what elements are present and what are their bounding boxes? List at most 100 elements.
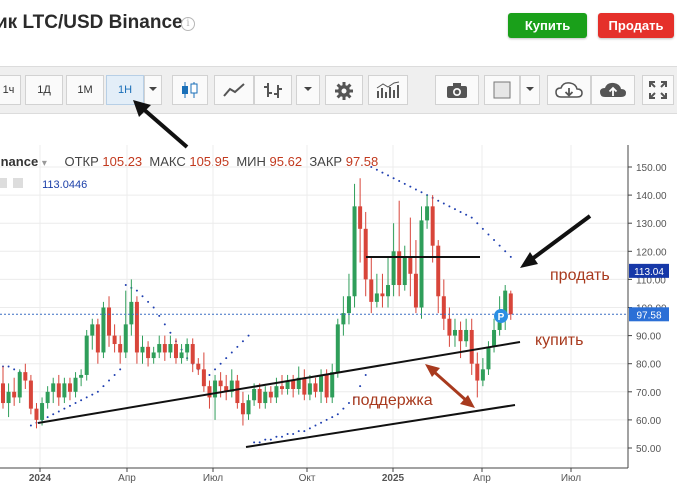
- candle-body: [430, 206, 435, 246]
- legend-close-label: ЗАКР: [309, 154, 343, 169]
- indicator-value: 113.0446: [42, 179, 88, 191]
- sar-dot: [493, 239, 496, 242]
- candle-body: [296, 377, 301, 389]
- support-double-arrow: [425, 364, 475, 408]
- candle-body: [402, 256, 407, 286]
- candle-body: [23, 372, 28, 381]
- candle-body: [268, 391, 273, 398]
- candle-body: [263, 391, 268, 404]
- sar-dot: [498, 244, 501, 247]
- indicator-close-icon[interactable]: [13, 178, 24, 188]
- color-swatch-button[interactable]: [484, 75, 520, 105]
- sar-dot: [29, 424, 32, 427]
- candle-body: [280, 386, 284, 389]
- sar-dot: [403, 182, 406, 185]
- buy-button[interactable]: Купить: [508, 13, 587, 38]
- candle-body: [62, 383, 67, 398]
- bar-type-button[interactable]: [254, 75, 292, 105]
- candle-body: [475, 363, 480, 381]
- sar-dot: [414, 188, 417, 191]
- sar-dot: [442, 202, 445, 205]
- interval-dropdown-button[interactable]: [144, 75, 162, 105]
- candle-body: [173, 344, 178, 359]
- svg-text:97.58: 97.58: [636, 310, 661, 321]
- legend-high-value: 105.95: [189, 154, 230, 169]
- save-chart-button[interactable]: [591, 75, 635, 105]
- sar-dot: [364, 373, 367, 376]
- sar-dot: [241, 340, 244, 343]
- screenshot-button[interactable]: [435, 75, 479, 105]
- info-icon[interactable]: i: [181, 17, 195, 31]
- support-trendline-lower[interactable]: [245, 404, 516, 448]
- interval-button-1d[interactable]: 1Д: [25, 75, 63, 105]
- indicators-button[interactable]: [368, 75, 408, 105]
- cloud-upload-icon: [600, 82, 626, 97]
- settings-button[interactable]: [325, 75, 363, 105]
- candle-body: [335, 324, 340, 373]
- candle-body: [313, 383, 318, 392]
- candle-body: [486, 346, 491, 370]
- color-dropdown-button[interactable]: [520, 75, 540, 105]
- fullscreen-button[interactable]: [642, 75, 674, 105]
- sar-dot: [281, 435, 283, 438]
- time-tick-label: Июл: [561, 473, 581, 484]
- interval-button-1h[interactable]: 1ч: [0, 75, 21, 105]
- sar-dot: [135, 289, 138, 292]
- price-chart[interactable]: 150.00140.00130.00120.00110.00100.0090.0…: [0, 145, 677, 487]
- sar-dot: [509, 255, 512, 258]
- fullscreen-icon: [649, 81, 667, 99]
- sar-dot: [459, 210, 462, 213]
- sell-button[interactable]: Продать: [598, 13, 674, 38]
- sar-dot: [119, 368, 122, 371]
- sar-dot: [96, 390, 99, 393]
- sar-dot: [347, 402, 350, 405]
- candle-body: [285, 380, 290, 389]
- indicator-price-label: 113.04: [629, 263, 669, 278]
- sar-dot: [286, 432, 289, 435]
- arrow-to-interval: [133, 100, 189, 149]
- candle-body: [352, 206, 357, 297]
- sar-dot: [214, 368, 217, 371]
- chart-legend: inance ▾ ОТКР 105.23 МАКС 105.95 МИН 95.…: [0, 154, 378, 169]
- chart-type-dropdown-button[interactable]: [296, 75, 320, 105]
- candle-body: [441, 296, 446, 319]
- candle-body: [168, 344, 173, 353]
- candles: [1, 178, 513, 429]
- interval-button-1w[interactable]: 1Н: [106, 75, 144, 105]
- sar-dot: [370, 166, 373, 168]
- line-type-button[interactable]: [214, 75, 254, 105]
- candle-body: [503, 290, 508, 319]
- legend-open-label: ОТКР: [64, 154, 99, 169]
- candle-body: [12, 391, 17, 398]
- sar-dot: [158, 314, 161, 317]
- sar-dot: [219, 362, 222, 365]
- sar-dot: [409, 185, 412, 188]
- load-chart-button[interactable]: [547, 75, 591, 105]
- position-marker[interactable]: P: [494, 309, 508, 323]
- candle-body: [452, 329, 457, 336]
- candlestick-type-button[interactable]: [172, 75, 208, 105]
- candle-body: [151, 352, 156, 359]
- sar-dot: [314, 424, 317, 427]
- sar-dot: [448, 205, 451, 208]
- candle-body: [346, 296, 351, 314]
- sar-dot: [102, 385, 105, 388]
- sar-dot: [269, 438, 272, 441]
- candle-body: [341, 313, 346, 325]
- candle-body: [464, 329, 469, 342]
- sar-dot: [85, 396, 88, 399]
- sar-dot: [152, 306, 155, 309]
- sar-dot: [470, 216, 473, 219]
- indicator-settings-icon[interactable]: [0, 178, 7, 188]
- candle-body: [224, 386, 229, 392]
- chevron-down-icon: [526, 87, 534, 91]
- candle-body: [201, 369, 206, 387]
- legend-symbol-dropdown-icon[interactable]: ▾: [41, 158, 47, 169]
- candle-body: [84, 335, 89, 375]
- support-trendline-upper[interactable]: [37, 341, 521, 424]
- legend-open-value: 105.23: [102, 154, 143, 169]
- candle-body: [213, 380, 218, 398]
- interval-button-1m[interactable]: 1М: [66, 75, 104, 105]
- cloud-download-icon: [555, 82, 583, 98]
- candle-body: [146, 346, 151, 359]
